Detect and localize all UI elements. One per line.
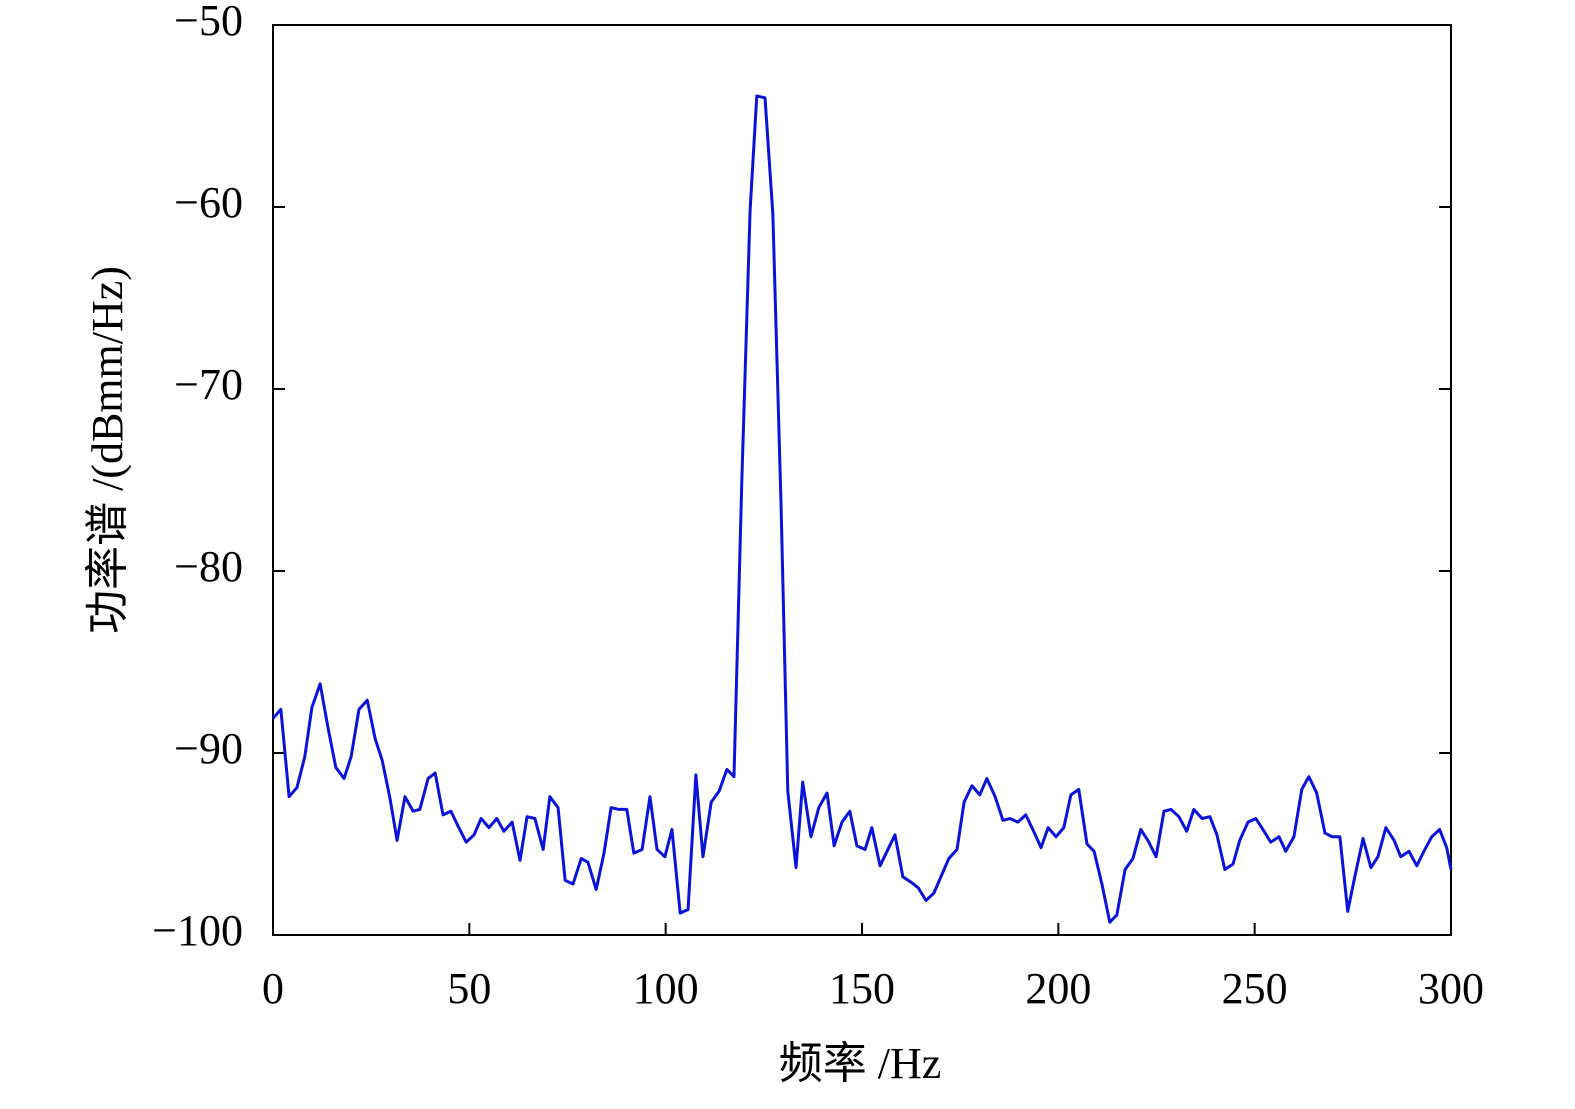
x-tick-label: 50 (447, 964, 491, 1013)
x-tick-label: 150 (829, 964, 895, 1013)
y-tick-label: −80 (174, 542, 243, 591)
x-tick-label: 0 (262, 964, 284, 1013)
y-tick-label: −100 (152, 906, 243, 955)
y-tick-label: −70 (174, 360, 243, 409)
y-tick-label: −60 (174, 178, 243, 227)
x-tick-label: 300 (1418, 964, 1484, 1013)
x-tick-label: 100 (633, 964, 699, 1013)
y-axis-label: 功率谱 /(dBmm/Hz) (83, 266, 132, 634)
y-tick-label: −50 (174, 0, 243, 45)
data-line (271, 94, 1453, 924)
x-tick-label: 200 (1025, 964, 1091, 1013)
x-tick-label: 250 (1222, 964, 1288, 1013)
x-axis-label: 频率 /Hz (779, 1039, 942, 1088)
plot-frame (272, 24, 1452, 936)
y-tick-label: −90 (174, 724, 243, 773)
